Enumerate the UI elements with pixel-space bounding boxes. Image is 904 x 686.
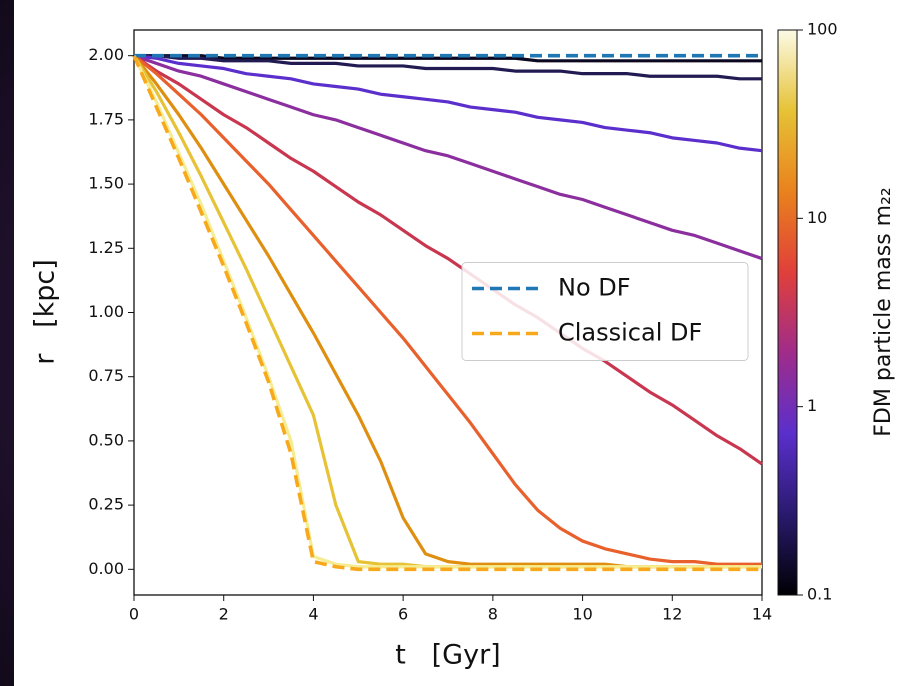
y-tick-label: 1.75 (88, 109, 124, 128)
series-line (133, 54, 763, 153)
x-tick-label: 4 (308, 605, 318, 624)
y-tick-label: 1.00 (88, 302, 124, 321)
colorbar-tick-label: 100 (807, 20, 838, 39)
x-tick-label: 0 (129, 605, 139, 624)
legend-label: No DF (558, 274, 631, 302)
colorbar-tick-label: 0.1 (807, 585, 832, 604)
x-tick-label: 14 (752, 605, 772, 624)
y-tick-label: 0.75 (88, 366, 124, 385)
y-tick-label: 0.00 (88, 559, 124, 578)
colorbar-label: FDM particle mass m₂₂ (871, 187, 896, 436)
x-tick-label: 8 (488, 605, 498, 624)
x-tick-label: 10 (572, 605, 592, 624)
y-axis-label: r [kpc] (30, 259, 61, 365)
x-tick-label: 6 (398, 605, 408, 624)
colorbar-tick-label: 10 (807, 208, 827, 227)
legend-label: Classical DF (558, 319, 702, 347)
colorbar-tick-label: 1 (807, 396, 817, 415)
x-axis-label: t [Gyr] (395, 640, 500, 671)
y-tick-label: 2.00 (88, 45, 124, 64)
series-line (133, 54, 763, 466)
x-tick-label: 12 (662, 605, 682, 624)
y-tick-label: 1.50 (88, 174, 124, 193)
x-tick-label: 2 (219, 605, 229, 624)
series-line (134, 54, 762, 63)
series-line (132, 54, 762, 566)
series-line (132, 54, 762, 569)
series-line (134, 54, 762, 81)
y-tick-label: 0.50 (88, 430, 124, 449)
series-line (132, 54, 762, 572)
series-line (133, 54, 763, 261)
colorbar (777, 29, 798, 596)
y-tick-label: 1.25 (88, 238, 124, 257)
y-tick-label: 0.25 (88, 495, 124, 514)
